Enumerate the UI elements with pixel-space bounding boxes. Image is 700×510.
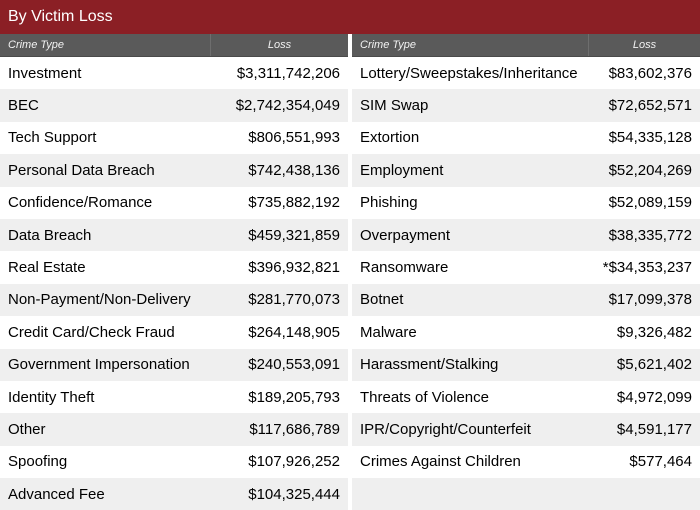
crime-type-cell: Other (8, 420, 46, 438)
crime-type-cell: Advanced Fee (8, 485, 105, 503)
table-row: Identity Theft $189,205,793 (0, 380, 348, 414)
table-row: Personal Data Breach $742,438,136 (0, 154, 348, 187)
crime-type-cell: Botnet (360, 291, 404, 309)
loss-cell: $4,972,099 (616, 388, 692, 406)
crime-type-cell: Employment (360, 161, 444, 179)
crime-type-cell: Harassment/Stalking (360, 356, 499, 374)
loss-cell: $2,742,354,049 (235, 97, 340, 115)
table-row: Crimes Against Children $577,464 (352, 445, 700, 479)
loss-column-header: Loss (210, 34, 348, 56)
table-row: SIM Swap $72,652,571 (352, 89, 700, 122)
table-row: Advanced Fee $104,325,444 (0, 478, 348, 510)
crime-type-cell: Real Estate (8, 259, 86, 277)
table-row: Extortion $54,335,128 (352, 121, 700, 155)
crime-type-cell: Threats of Violence (360, 388, 489, 406)
crime-type-cell: SIM Swap (360, 97, 429, 115)
crime-type-cell: Confidence/Romance (8, 194, 153, 212)
table-row: Data Breach $459,321,859 (0, 218, 348, 252)
table-row: Government Impersonation $240,553,091 (0, 348, 348, 381)
empty-row (352, 478, 700, 510)
crime-type-cell: Phishing (360, 194, 418, 212)
loss-cell: $577,464 (629, 453, 692, 471)
right-table-header: Crime Type Loss (352, 34, 700, 57)
loss-cell: $52,204,269 (608, 161, 692, 179)
loss-cell: $3,311,742,206 (236, 64, 340, 82)
table-row: Credit Card/Check Fraud $264,148,905 (0, 316, 348, 349)
table-row: Malware $9,326,482 (352, 316, 700, 349)
crime-type-cell: Overpayment (360, 226, 451, 244)
crime-type-cell: IPR/Copyright/Counterfeit (360, 420, 531, 438)
loss-cell: $742,438,136 (248, 161, 340, 179)
loss-cell: $189,205,793 (248, 388, 340, 406)
loss-cell: $83,602,376 (608, 64, 692, 82)
loss-cell: $806,551,993 (248, 129, 340, 147)
left-table-header: Crime Type Loss (0, 34, 348, 57)
crime-type-cell: Personal Data Breach (8, 161, 155, 179)
table-row: Confidence/Romance $735,882,192 (0, 186, 348, 219)
right-table: Crime Type Loss Lottery/Sweepstakes/Inhe… (352, 34, 700, 510)
crime-type-column-header: Crime Type (8, 39, 65, 51)
loss-cell: $735,882,192 (248, 194, 340, 212)
loss-cell: $9,326,482 (616, 323, 692, 341)
crime-type-cell: Extortion (360, 129, 420, 147)
crime-type-cell: Data Breach (8, 226, 92, 244)
loss-cell: $72,652,571 (608, 97, 692, 115)
crime-type-cell: Investment (8, 64, 82, 82)
table-row: Phishing $52,089,159 (352, 186, 700, 219)
table-row: Tech Support $806,551,993 (0, 121, 348, 155)
crime-type-cell: Lottery/Sweepstakes/Inheritance (360, 64, 578, 82)
loss-cell: *$34,353,237 (602, 259, 692, 277)
loss-cell: $52,089,159 (608, 194, 692, 212)
loss-cell: $107,926,252 (248, 453, 340, 471)
table-row: Botnet $17,099,378 (352, 283, 700, 317)
crime-type-cell: Non-Payment/Non-Delivery (8, 291, 191, 309)
tables-container: Crime Type Loss Investment $3,311,742,206… (0, 34, 700, 510)
loss-cell: $264,148,905 (248, 323, 340, 341)
table-row: Spoofing $107,926,252 (0, 445, 348, 479)
crime-type-column-header: Crime Type (360, 39, 417, 51)
table-row: Other $117,686,789 (0, 413, 348, 446)
crime-type-cell: Credit Card/Check Fraud (8, 323, 175, 341)
loss-cell: $459,321,859 (248, 226, 340, 244)
loss-cell: $240,553,091 (248, 356, 340, 374)
crime-type-cell: Identity Theft (8, 388, 95, 406)
table-row: Ransomware *$34,353,237 (352, 251, 700, 284)
loss-cell: $5,621,402 (616, 356, 692, 374)
loss-cell: $38,335,772 (608, 226, 692, 244)
loss-cell: $104,325,444 (248, 485, 340, 503)
loss-cell: $4,591,177 (616, 420, 692, 438)
crime-type-cell: Crimes Against Children (360, 453, 521, 471)
page-title: By Victim Loss (0, 0, 700, 34)
table-row: IPR/Copyright/Counterfeit $4,591,177 (352, 413, 700, 446)
table-row: Non-Payment/Non-Delivery $281,770,073 (0, 283, 348, 317)
table-row: Harassment/Stalking $5,621,402 (352, 348, 700, 381)
loss-cell: $17,099,378 (608, 291, 692, 309)
table-row: Lottery/Sweepstakes/Inheritance $83,602,3… (352, 57, 700, 90)
loss-cell: $396,932,821 (248, 259, 340, 277)
loss-cell: $54,335,128 (608, 129, 692, 147)
table-row: BEC $2,742,354,049 (0, 89, 348, 122)
table-row: Overpayment $38,335,772 (352, 218, 700, 252)
left-table: Crime Type Loss Investment $3,311,742,206… (0, 34, 348, 510)
table-row: Threats of Violence $4,972,099 (352, 380, 700, 414)
crime-type-cell: Spoofing (8, 453, 68, 471)
crime-type-cell: Government Impersonation (8, 356, 190, 374)
left-table-body: Investment $3,311,742,206 BEC $2,742,354,04… (0, 57, 348, 510)
table-row: Real Estate $396,932,821 (0, 251, 348, 284)
table-row: Employment $52,204,269 (352, 154, 700, 187)
crime-type-cell: Ransomware (360, 259, 449, 277)
crime-type-cell: Malware (360, 323, 417, 341)
loss-cell: $281,770,073 (248, 291, 340, 309)
table-row: Investment $3,311,742,206 (0, 57, 348, 90)
crime-type-cell: Tech Support (8, 129, 97, 147)
right-table-body: Lottery/Sweepstakes/Inheritance $83,602,3… (352, 57, 700, 510)
loss-cell: $117,686,789 (249, 420, 340, 438)
loss-column-header: Loss (588, 34, 700, 56)
crime-type-cell: BEC (8, 97, 39, 115)
